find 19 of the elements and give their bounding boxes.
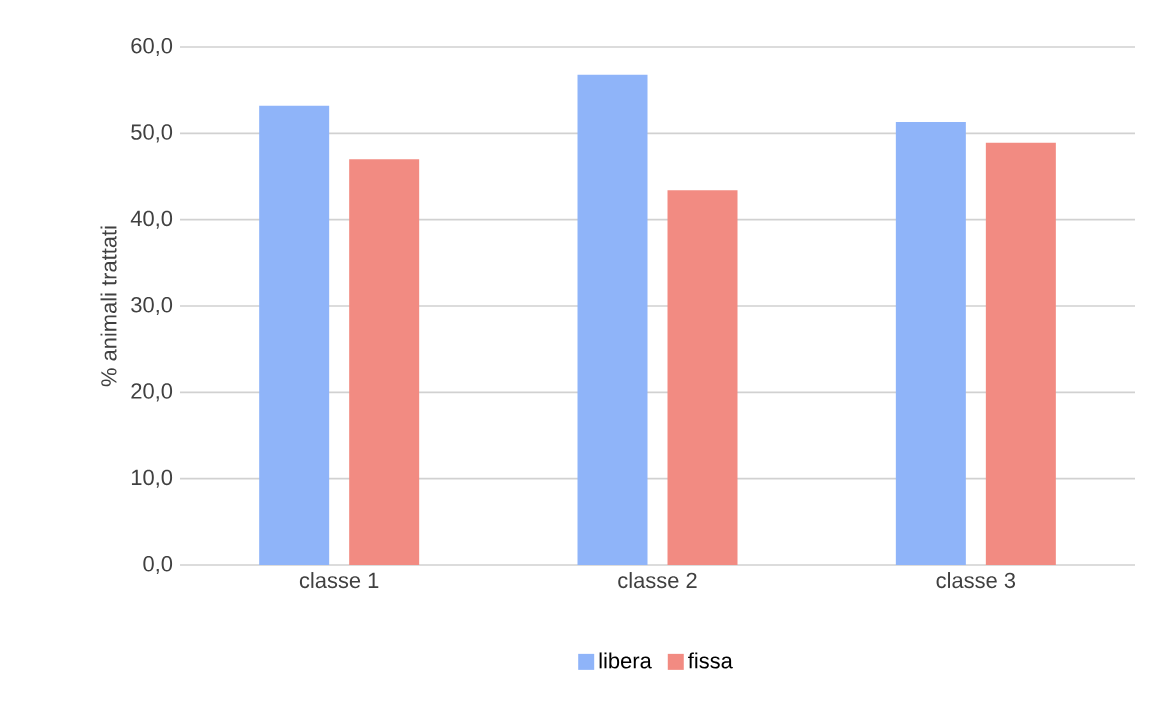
x-tick-label: classe 3 [936, 572, 1016, 589]
bar [985, 142, 1056, 565]
y-tick-label: 60,0 [131, 37, 173, 57]
bar [349, 159, 420, 565]
y-tick-label: 0,0 [143, 555, 173, 575]
y-tick-label: 30,0 [131, 296, 173, 316]
y-tick-label: 40,0 [130, 210, 173, 229]
legend-label: libera [599, 652, 652, 669]
y-tick-label: 50,0 [131, 124, 173, 143]
bar [895, 122, 966, 565]
bar [259, 105, 330, 565]
y-tick-label: 10,0 [131, 469, 173, 488]
bar [667, 190, 738, 565]
x-tick-label: classe 1 [299, 572, 379, 589]
y-tick-label: 20,0 [131, 383, 173, 402]
y-axis-title: % animali trattati [100, 226, 117, 387]
bar [577, 74, 648, 565]
x-tick-label: classe 2 [618, 572, 697, 589]
legend-label: fissa [688, 652, 733, 669]
